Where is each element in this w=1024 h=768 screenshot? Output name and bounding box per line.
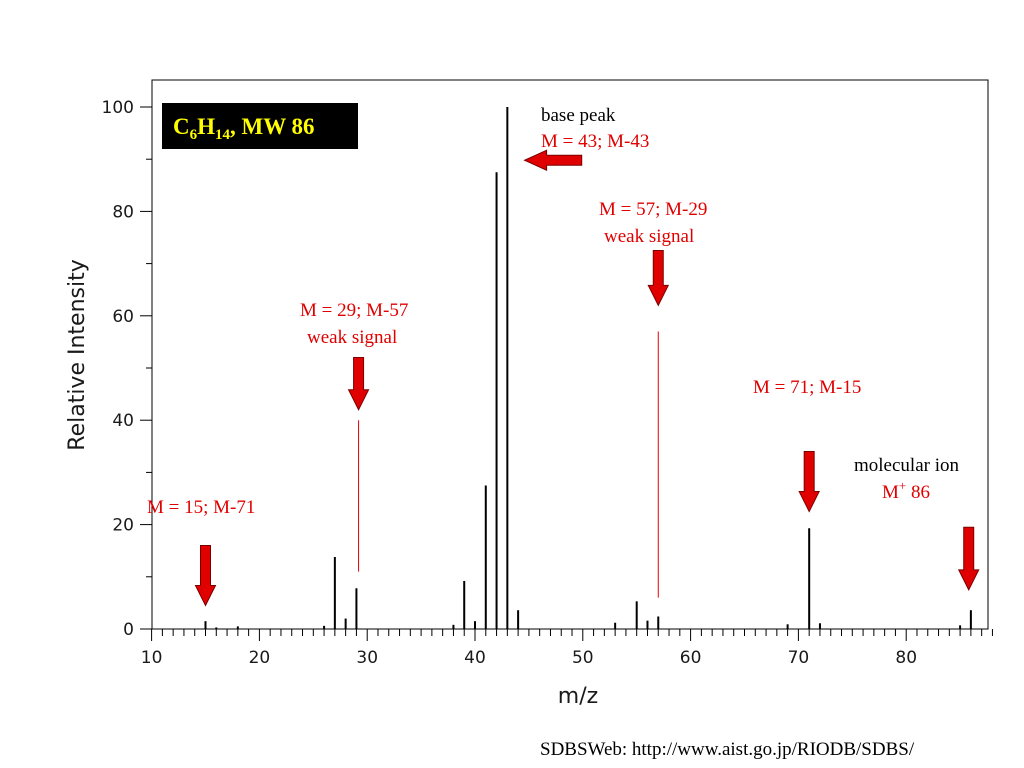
arrow-m43-icon: [523, 149, 583, 172]
annotation-m57: M = 57; M-29: [599, 199, 707, 220]
x-tick-label: 70: [788, 648, 810, 668]
x-tick-label: 10: [141, 648, 163, 668]
formula-label: C6H14, MW 86: [173, 114, 315, 143]
x-tick-label: 50: [572, 648, 594, 668]
annotation-base-peak: base peak: [541, 105, 616, 126]
arrow-m71-icon: [798, 451, 820, 513]
y-tick-label: 60: [112, 307, 134, 327]
peak-series: [204, 107, 972, 629]
annotation-molecular-ion: molecular ion: [854, 455, 959, 476]
annotation-m71: M = 71; M-15: [753, 377, 861, 398]
x-tick-label: 30: [356, 648, 378, 668]
annotation-m43: M = 43; M-43: [541, 131, 649, 152]
y-tick-label: 100: [102, 98, 134, 118]
x-tick-label: 40: [464, 648, 486, 668]
highlight-lines: [358, 331, 659, 598]
formula-badge: [162, 103, 358, 149]
x-axis: 10 20 30 40 50 60 70 80: [141, 628, 993, 668]
arrow-m29-icon: [347, 357, 370, 411]
y-tick-label: 80: [112, 202, 134, 222]
annotation-m57-weak: weak signal: [604, 226, 694, 247]
annotation-mplus: M+ 86: [882, 478, 930, 503]
annotation-m15: M = 15; M-71: [147, 497, 255, 518]
y-tick-label: 40: [112, 411, 134, 431]
annotation-arrows: [194, 149, 980, 607]
y-tick-label: 20: [112, 516, 134, 536]
y-tick-label: 0: [123, 620, 134, 640]
y-axis: 0 20 40 60 80 100: [102, 98, 152, 640]
y-axis-title: Relative Intensity: [65, 259, 90, 450]
x-tick-label: 80: [895, 648, 917, 668]
arrow-m57-icon: [647, 250, 670, 307]
x-tick-label: 60: [680, 648, 702, 668]
annotation-m29: M = 29; M-57: [300, 300, 408, 321]
x-axis-title: m/z: [558, 684, 598, 709]
x-tick-label: 20: [249, 648, 271, 668]
annotation-m29-weak: weak signal: [307, 327, 397, 348]
arrow-m15-icon: [194, 544, 217, 607]
arrow-m86-icon: [957, 526, 980, 591]
source-footer: SDBSWeb: http://www.aist.go.jp/RIODB/SDB…: [540, 739, 915, 760]
